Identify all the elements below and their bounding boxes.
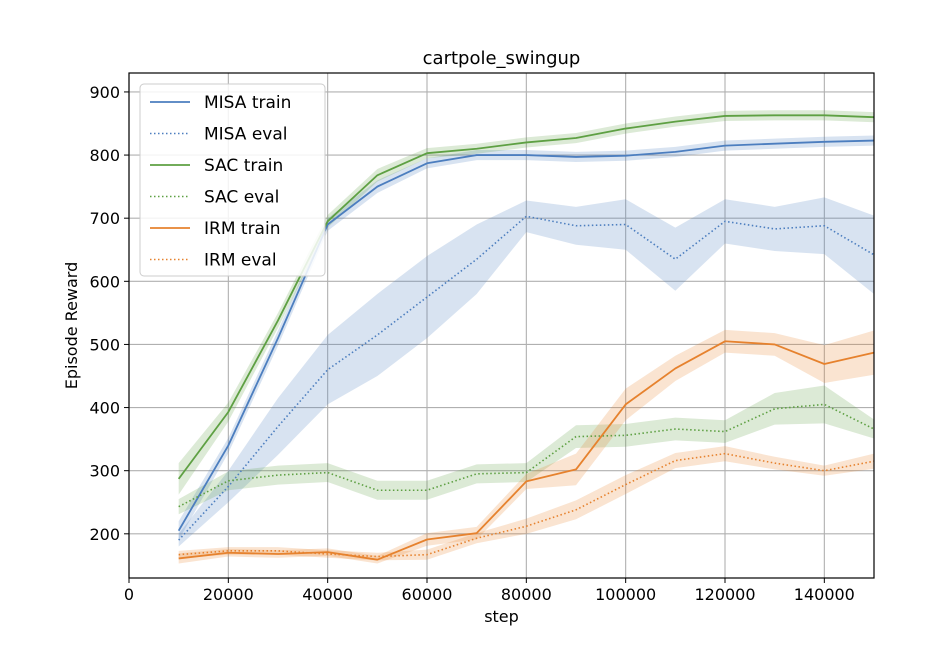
- y-tick-label: 400: [89, 399, 120, 418]
- plot-frame: [128, 72, 875, 579]
- grid-lines: [128, 73, 874, 578]
- legend-label: IRM eval: [204, 251, 277, 271]
- band-4: [178, 329, 874, 564]
- x-tick-label: 80000: [501, 585, 552, 604]
- y-tick-label: 300: [89, 462, 120, 481]
- band-3: [178, 385, 874, 515]
- series-line-4: [178, 340, 875, 561]
- y-tick-label: 800: [89, 146, 120, 165]
- band-5: [178, 446, 874, 561]
- series-line-0: [177, 139, 875, 532]
- legend-label: SAC train: [204, 156, 283, 176]
- y-axis-label: Episode Reward: [62, 262, 81, 390]
- series-line-5: [178, 452, 875, 558]
- confidence-bands: [178, 110, 874, 564]
- x-tick-label: 40000: [302, 585, 353, 604]
- chart-title: cartpole_swingup: [423, 48, 581, 69]
- legend-label: MISA eval: [204, 125, 287, 145]
- x-tick-label: 140000: [794, 585, 855, 604]
- legend-label: MISA train: [204, 93, 291, 113]
- y-tick-label: 500: [89, 335, 120, 354]
- y-tick-label: 600: [89, 272, 120, 291]
- series-line-1: [178, 215, 875, 541]
- axis-ticks: 0 20000 40000 60000 80000 100000 120000 140000 2…: [89, 83, 854, 604]
- x-tick-label: 120000: [694, 585, 755, 604]
- x-tick-label: 20000: [203, 585, 254, 604]
- band-1: [178, 197, 874, 547]
- y-tick-label: 900: [89, 83, 120, 102]
- legend-label: IRM train: [204, 219, 280, 239]
- x-tick-label: 100000: [595, 585, 656, 604]
- series-line-2: [177, 114, 875, 480]
- legend-label: SAC eval: [204, 188, 279, 208]
- y-tick-label: 700: [89, 209, 120, 228]
- x-axis-label: step: [484, 607, 519, 626]
- x-tick-label: 0: [124, 585, 134, 604]
- legend: MISA train MISA eval SAC train SAC eval IRM …: [139, 83, 326, 277]
- y-tick-label: 200: [89, 525, 120, 544]
- x-tick-label: 60000: [402, 585, 453, 604]
- series-lines: [177, 114, 875, 561]
- series-line-3: [178, 403, 875, 508]
